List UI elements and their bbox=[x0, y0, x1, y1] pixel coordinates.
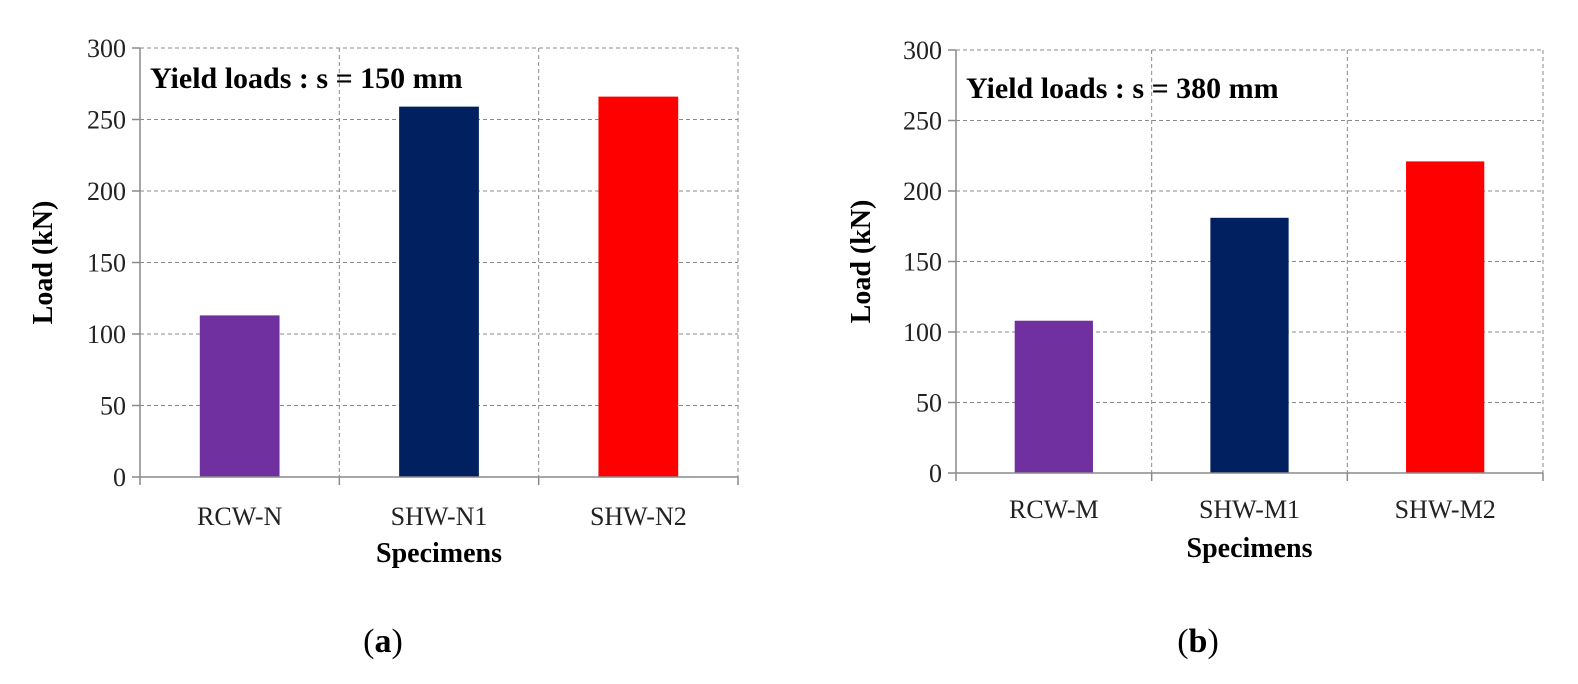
bar-shw-m1 bbox=[1210, 217, 1289, 473]
bar-shw-m2 bbox=[1406, 161, 1485, 473]
y-tick-label: 0 bbox=[929, 459, 942, 488]
panel-label-a: (a) bbox=[363, 623, 403, 660]
y-tick-label: 100 bbox=[87, 320, 126, 349]
bar-rcw-n bbox=[199, 315, 280, 477]
y-axis-title: Load (kN) bbox=[28, 201, 59, 325]
y-axis-title: Load (kN) bbox=[846, 200, 877, 324]
chart-b: 0 50 100 150 200 250 300 RCW-M SHW-M1 SHW-M2 Speci… bbox=[846, 36, 1544, 564]
y-tick-label: 100 bbox=[903, 318, 942, 347]
chart-a: 0 50 100 150 200 250 300 RCW-N SHW-N1 SHW-N2 Speci… bbox=[28, 34, 739, 569]
bar-rcw-m bbox=[1014, 320, 1093, 473]
bar-shw-n1 bbox=[399, 106, 479, 477]
y-tick-label: 150 bbox=[903, 248, 942, 277]
y-tick-label: 250 bbox=[903, 107, 942, 136]
x-tick-label: RCW-M bbox=[1009, 495, 1099, 524]
chart-title: Yield loads : s = 150 mm bbox=[150, 62, 463, 95]
x-tick-label: SHW-N2 bbox=[590, 502, 687, 531]
y-tick-label: 0 bbox=[113, 463, 126, 492]
x-axis-title: Specimens bbox=[1187, 533, 1313, 564]
y-tick-label: 50 bbox=[916, 389, 942, 418]
x-axis-title: Specimens bbox=[376, 538, 502, 569]
x-tick-label: SHW-M2 bbox=[1395, 495, 1496, 524]
y-tick-label: 50 bbox=[100, 392, 126, 421]
x-tick-label: RCW-N bbox=[197, 502, 282, 531]
x-tick-label: SHW-M1 bbox=[1199, 495, 1300, 524]
panel-label-b: (b) bbox=[1177, 623, 1219, 660]
y-tick-label: 150 bbox=[87, 249, 126, 278]
y-tick-label: 300 bbox=[903, 36, 942, 65]
bar-shw-n2 bbox=[598, 96, 679, 478]
x-tick-label: SHW-N1 bbox=[391, 502, 488, 531]
y-tick-label: 250 bbox=[87, 106, 126, 135]
y-tick-label: 300 bbox=[87, 34, 126, 63]
y-tick-label: 200 bbox=[87, 177, 126, 206]
y-tick-label: 200 bbox=[903, 177, 942, 206]
chart-title: Yield loads : s = 380 mm bbox=[966, 72, 1279, 105]
